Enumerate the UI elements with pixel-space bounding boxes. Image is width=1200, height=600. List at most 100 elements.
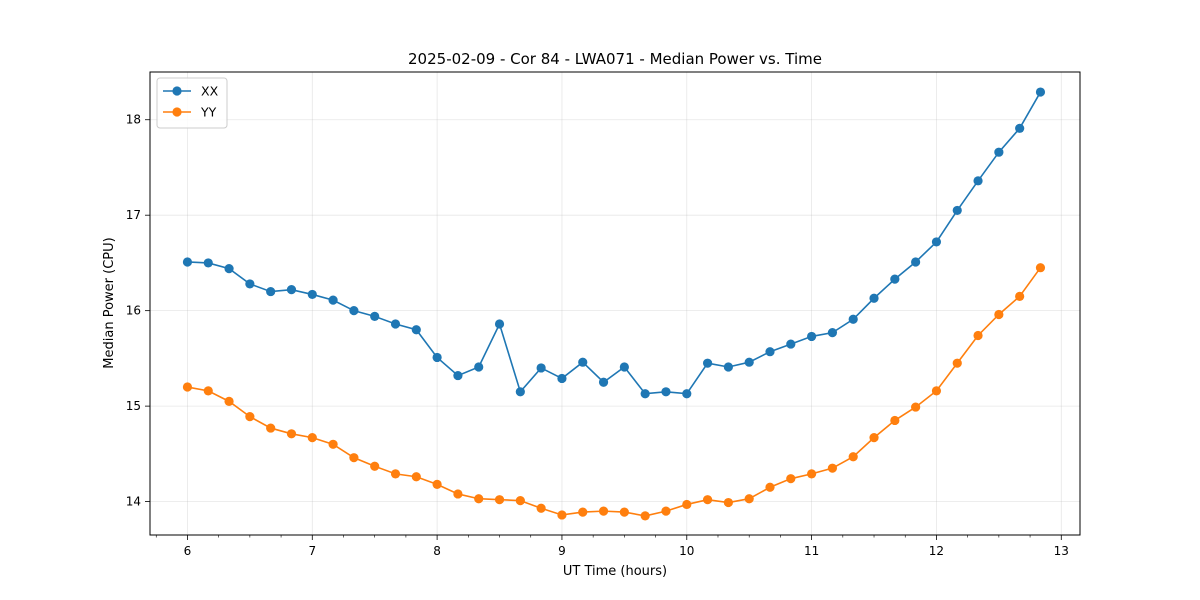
data-point-xx (682, 389, 692, 399)
x-tick-label: 9 (558, 544, 566, 558)
y-tick-label: 15 (126, 399, 141, 413)
y-tick-label: 18 (126, 113, 141, 127)
legend-marker-xx (172, 86, 182, 96)
data-point-xx (245, 279, 255, 289)
data-point-yy (432, 479, 442, 490)
data-point-xx (598, 377, 609, 387)
data-point-yy (1035, 263, 1046, 273)
legend-marker-yy (172, 107, 182, 117)
data-point-xx (307, 289, 317, 300)
y-axis-label: Median Power (CPU) (102, 237, 117, 368)
data-point-yy (744, 494, 754, 504)
data-point-yy (723, 497, 733, 508)
data-point-yy (245, 412, 255, 422)
x-axis-label: UT Time (hours) (563, 564, 667, 579)
data-point-xx (390, 319, 401, 329)
data-point-xx (786, 339, 796, 349)
data-point-xx (619, 362, 629, 372)
data-point-xx (494, 319, 505, 329)
legend: XX YY (156, 77, 228, 129)
data-point-yy (619, 507, 629, 517)
data-point-yy (931, 386, 942, 396)
data-point-xx (349, 306, 359, 316)
data-point-xx (328, 295, 338, 305)
x-tick-label: 6 (184, 544, 192, 558)
data-point-xx (224, 264, 234, 274)
data-point-yy (266, 423, 276, 433)
data-point-yy (807, 469, 817, 479)
data-point-xx (1015, 123, 1025, 133)
data-point-yy (286, 429, 297, 439)
data-point-yy (453, 489, 463, 499)
data-point-xx (994, 147, 1004, 157)
data-point-yy (328, 439, 338, 449)
data-point-yy (848, 452, 858, 462)
data-point-yy (911, 402, 921, 412)
series-line-yy (187, 267, 1042, 517)
data-point-yy (994, 309, 1004, 320)
data-point-xx (890, 274, 900, 284)
data-point-yy (515, 496, 525, 506)
data-point-yy (307, 433, 317, 443)
data-point-yy (474, 494, 484, 504)
x-tick-label: 8 (433, 544, 441, 558)
data-point-yy (411, 472, 421, 482)
data-point-xx (578, 357, 588, 367)
data-point-xx (557, 373, 567, 384)
data-point-xx (952, 205, 962, 216)
data-point-xx (765, 347, 775, 357)
grid (150, 72, 1080, 535)
series-line-xx (187, 91, 1042, 395)
data-point-yy (786, 474, 796, 484)
y-tick-label: 14 (126, 495, 141, 509)
data-point-yy (598, 506, 609, 516)
data-point-xx (474, 362, 484, 372)
y-tick-label: 16 (126, 304, 141, 318)
data-point-yy (827, 463, 838, 473)
data-point-yy (349, 453, 359, 463)
data-point-xx (203, 258, 213, 268)
data-point-xx (515, 387, 525, 397)
data-point-xx (807, 331, 817, 342)
data-point-xx (661, 387, 671, 397)
x-tick-label: 11 (804, 544, 819, 558)
data-point-xx (182, 257, 193, 267)
x-tick-label: 13 (1054, 544, 1069, 558)
legend-label-yy: YY (200, 105, 217, 120)
x-tick-label: 12 (929, 544, 944, 558)
data-point-xx (453, 370, 463, 381)
data-point-yy (702, 495, 713, 505)
data-point-xx (973, 176, 983, 186)
data-point-yy (1015, 291, 1025, 301)
data-point-yy (224, 396, 234, 406)
data-point-xx (702, 358, 713, 368)
data-point-xx (411, 325, 421, 335)
data-point-yy (203, 386, 213, 396)
data-point-yy (869, 433, 879, 443)
y-tick-label: 17 (126, 208, 141, 222)
data-point-xx (370, 311, 380, 321)
data-point-xx (723, 362, 733, 372)
data-point-yy (952, 358, 962, 368)
data-point-yy (536, 503, 546, 513)
data-point-xx (744, 357, 754, 367)
data-point-yy (973, 330, 983, 341)
data-point-xx (1035, 87, 1046, 97)
data-point-yy (370, 461, 380, 471)
data-point-yy (390, 469, 401, 479)
data-point-xx (432, 352, 442, 363)
data-point-xx (286, 285, 297, 295)
data-point-yy (682, 499, 692, 510)
data-point-yy (640, 511, 650, 521)
data-point-yy (578, 507, 588, 517)
x-tick-label: 7 (308, 544, 316, 558)
data-point-xx (911, 257, 921, 267)
chart-title: 2025-02-09 - Cor 84 - LWA071 - Median Po… (408, 50, 822, 68)
data-point-xx (827, 328, 838, 338)
data-point-yy (182, 382, 193, 392)
data-point-yy (890, 415, 900, 426)
data-point-yy (494, 495, 505, 505)
data-point-xx (869, 293, 879, 303)
axis-ticks: 6 7 8 9 10 11 12 13 14 15 16 17 18 (126, 113, 1069, 558)
